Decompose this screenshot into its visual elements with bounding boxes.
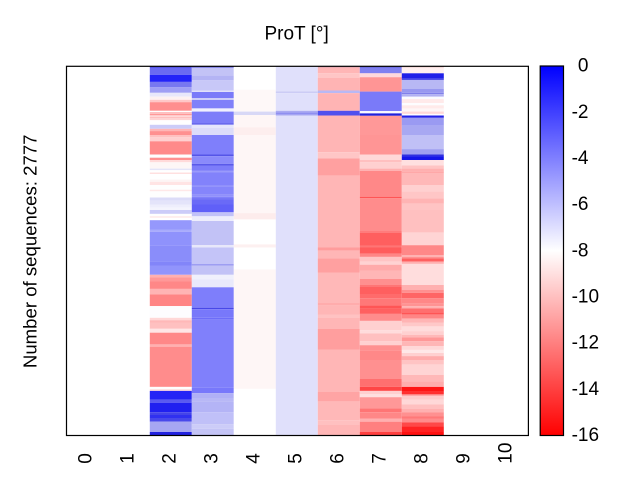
svg-text:3: 3 (201, 453, 222, 464)
svg-text:ProT [°]: ProT [°] (264, 23, 328, 44)
svg-text:8: 8 (411, 453, 432, 464)
svg-text:0: 0 (578, 56, 589, 77)
svg-text:-10: -10 (572, 287, 599, 308)
svg-text:-14: -14 (572, 379, 600, 400)
svg-text:6: 6 (327, 453, 348, 464)
svg-text:-16: -16 (572, 425, 599, 446)
svg-text:Number of sequences: 2777: Number of sequences: 2777 (20, 134, 41, 368)
svg-text:-6: -6 (572, 194, 589, 215)
svg-text:7: 7 (369, 453, 390, 464)
svg-text:10: 10 (495, 443, 516, 464)
svg-text:-2: -2 (572, 102, 589, 123)
svg-text:5: 5 (285, 453, 306, 464)
svg-text:4: 4 (243, 453, 264, 464)
svg-text:9: 9 (453, 453, 474, 464)
svg-text:-12: -12 (572, 333, 599, 354)
svg-text:-4: -4 (572, 148, 589, 169)
svg-text:2: 2 (159, 453, 180, 464)
svg-text:1: 1 (117, 453, 138, 464)
svg-text:-8: -8 (572, 240, 589, 261)
svg-text:0: 0 (75, 453, 96, 464)
